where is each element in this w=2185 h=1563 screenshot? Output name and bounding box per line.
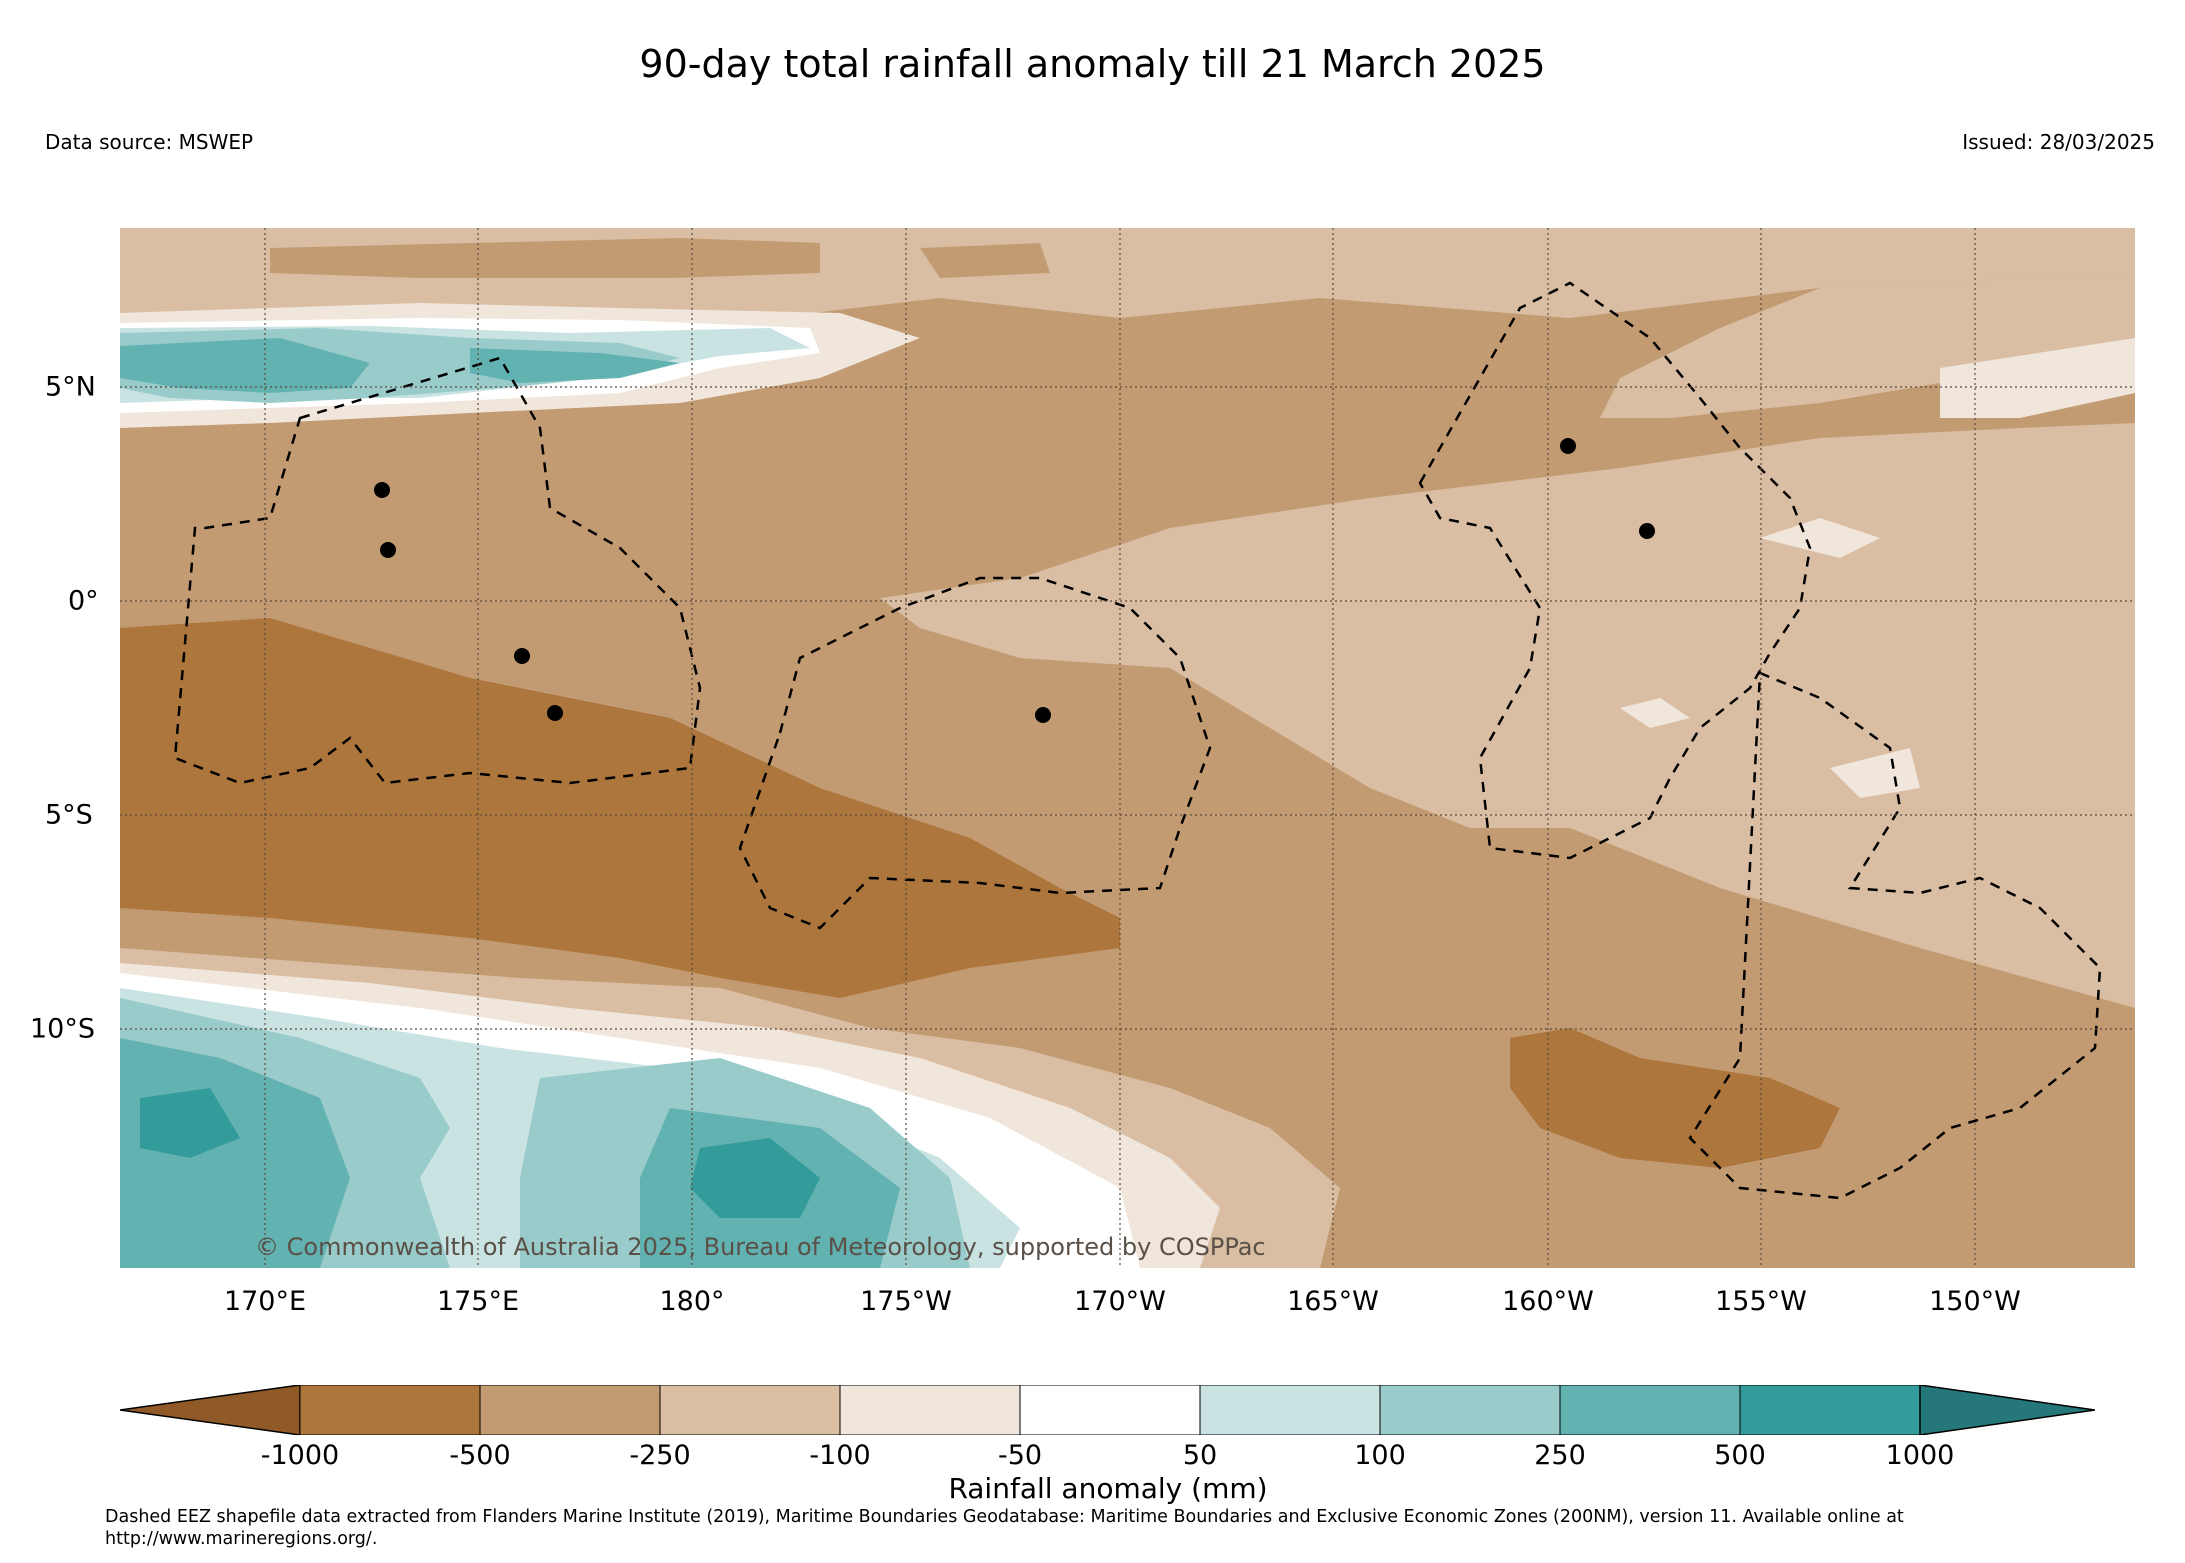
colorbar-segment: [659, 1385, 841, 1435]
island-marker: [1035, 707, 1051, 723]
colorbar-tick: 100: [1354, 1440, 1406, 1471]
eez-kiribati-line-south: [1688, 671, 2102, 1200]
eez-boundaries: [173, 281, 2102, 1200]
lon-label: 160°W: [1502, 1286, 1594, 1317]
issued-date-label: Issued: 28/03/2025: [1962, 130, 2155, 154]
colorbar-tick: -50: [997, 1440, 1043, 1471]
anomaly-band-itcz-250-500: [120, 338, 680, 393]
island-markers: [374, 438, 1655, 723]
lat-label: 5°N: [45, 371, 96, 403]
lon-label: 150°W: [1929, 1286, 2021, 1317]
colorbar-tick: 50: [1182, 1440, 1218, 1471]
colorbar-segment: [1559, 1385, 1741, 1435]
colorbar-title: Rainfall anomaly (mm): [948, 1472, 1268, 1505]
colorbar-tick: 250: [1534, 1440, 1586, 1471]
copyright-notice: © Commonwealth of Australia 2025, Bureau…: [255, 1233, 1266, 1261]
lon-label: 170°E: [223, 1286, 307, 1317]
island-marker: [374, 482, 390, 498]
anomaly-band-central-light: [880, 423, 2135, 1008]
anomaly-band-northeast-light: [1600, 273, 2135, 418]
anomaly-band-south-250-500: [120, 1038, 900, 1268]
lat-label: 10°S: [30, 1013, 95, 1045]
colorbar-segment: [1379, 1385, 1561, 1435]
colorbar-segment: [1199, 1385, 1381, 1435]
colorbar-tick: -100: [809, 1440, 871, 1471]
colorbar-extend-low: [120, 1385, 301, 1435]
lat-label: 0°: [68, 585, 99, 617]
anomaly-band-northeast-white: [1940, 338, 2135, 418]
lon-label: 175°E: [436, 1286, 520, 1317]
anomaly-band-south-500-1000: [140, 1088, 820, 1218]
gridlines: [120, 228, 2135, 1268]
eez-tokelau: [738, 576, 1212, 930]
anomaly-band--1000--500: [120, 618, 1120, 998]
data-source-label: Data source: MSWEP: [45, 130, 254, 154]
colorbar-tick: 500: [1714, 1440, 1766, 1471]
colorbar-segment: [1739, 1385, 1921, 1435]
colorbar: [120, 1385, 2095, 1435]
lat-label: 5°S: [45, 799, 93, 831]
anomaly-field: [120, 228, 2135, 1268]
lon-label: 180°: [659, 1286, 725, 1317]
island-marker: [514, 648, 530, 664]
rainfall-anomaly-map: [120, 228, 2135, 1268]
colorbar-segment: [479, 1385, 661, 1435]
eez-footnote: Dashed EEZ shapefile data extracted from…: [105, 1507, 1904, 1549]
island-marker: [380, 542, 396, 558]
colorbar-tick: 1000: [1885, 1440, 1955, 1471]
anomaly-band--1000--500-east: [1510, 1028, 1840, 1168]
colorbar-tick: -1000: [260, 1440, 340, 1471]
island-marker: [1639, 523, 1655, 539]
eez-kiribati-line-north: [1418, 281, 1812, 860]
colorbar-tick: -500: [449, 1440, 511, 1471]
lon-label: 175°W: [860, 1286, 952, 1317]
island-marker: [1560, 438, 1576, 454]
colorbar-tick: -250: [629, 1440, 691, 1471]
island-marker: [547, 705, 563, 721]
colorbar-extend-high: [1919, 1385, 2095, 1435]
colorbar-segment: [839, 1385, 1021, 1435]
anomaly-band-north-dark-patch: [270, 238, 820, 278]
lon-label: 165°W: [1287, 1286, 1379, 1317]
anomaly-band-north-dark-patch-2: [920, 243, 1050, 278]
map-title: 90-day total rainfall anomaly till 21 Ma…: [639, 42, 1546, 86]
eez-kiribati-gilbert: [173, 356, 702, 785]
lon-label: 155°W: [1715, 1286, 1807, 1317]
colorbar-segment: [299, 1385, 481, 1435]
colorbar-segment: [1019, 1385, 1201, 1435]
lon-label: 170°W: [1074, 1286, 1166, 1317]
anomaly-band-central-white: [1620, 518, 1920, 798]
